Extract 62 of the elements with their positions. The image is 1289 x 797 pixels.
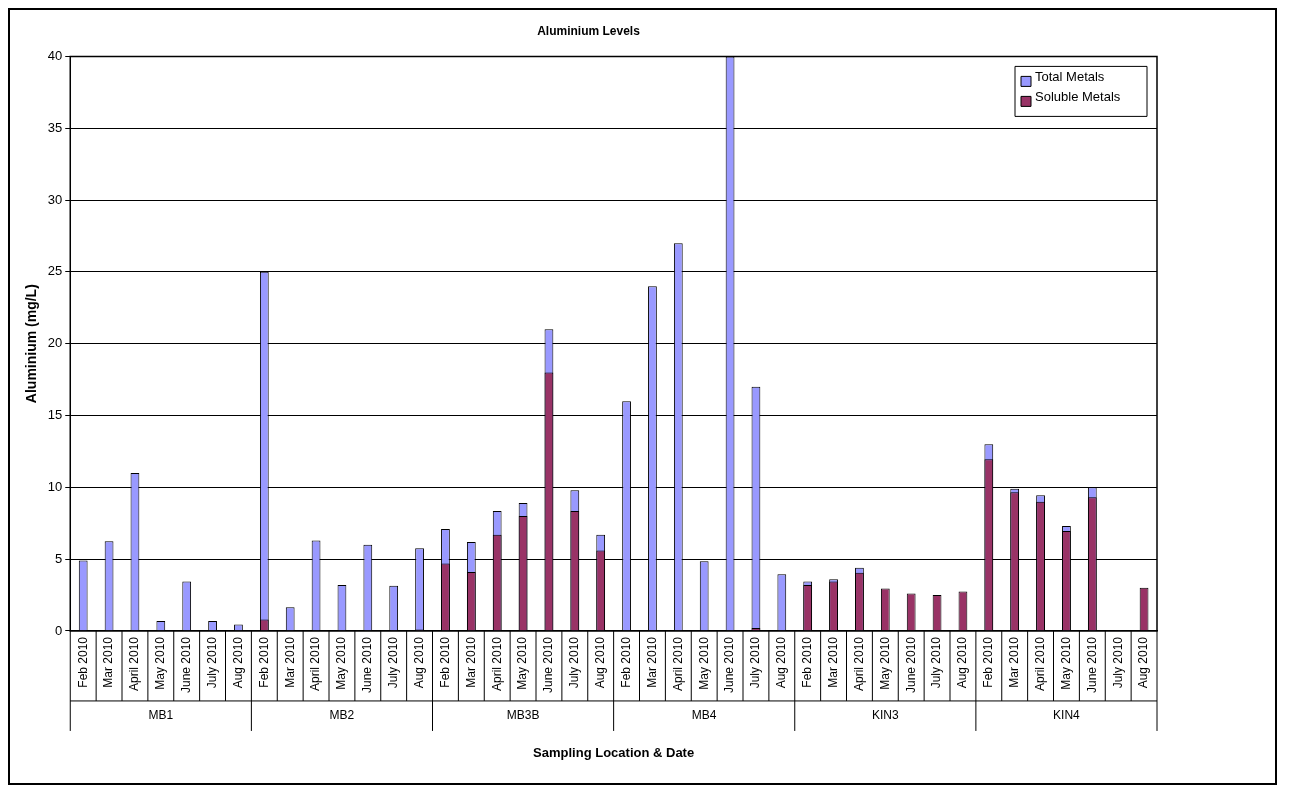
x-tick-label: Aug 2010 xyxy=(411,636,426,689)
x-tick-label: May 2010 xyxy=(334,636,349,690)
y-tick-label: 30 xyxy=(47,191,63,207)
y-tick-label: 20 xyxy=(47,335,63,351)
x-tick-label: April 2010 xyxy=(489,636,504,691)
y-axis-title: Aluminium (mg/L) xyxy=(23,284,40,404)
y-tick-label: 5 xyxy=(55,550,63,566)
text: MB1 xyxy=(148,708,174,723)
text: KIN3 xyxy=(871,708,899,723)
x-tick-label: Mar 2010 xyxy=(1007,636,1021,688)
x-tick-label: Aug 2010 xyxy=(774,636,789,689)
x-tick-label: Aug 2010 xyxy=(1136,636,1151,689)
x-tick-label: July 2010 xyxy=(1110,636,1125,689)
x-tick-label: May 2010 xyxy=(877,636,892,690)
x-tick-label: Feb 2010 xyxy=(981,636,996,688)
x-tick-label: April 2010 xyxy=(670,636,685,691)
x-tick-label: May 2010 xyxy=(515,636,530,690)
y-tick-label: 15 xyxy=(47,407,63,423)
y-tick-label: 0 xyxy=(55,622,63,638)
x-tick-label: May 2010 xyxy=(696,636,711,690)
text: KIN4 xyxy=(1053,708,1081,723)
x-tick-label: April 2010 xyxy=(851,636,866,691)
x-tick-label: July 2010 xyxy=(567,636,582,689)
x-tick-label: Feb 2010 xyxy=(256,636,271,688)
y-tick-label: 35 xyxy=(47,119,63,135)
x-tick-label: Feb 2010 xyxy=(800,636,814,688)
x-tick-label: Aug 2010 xyxy=(955,636,970,689)
y-tick-label: 10 xyxy=(47,478,63,494)
x-tick-label: Aug 2010 xyxy=(593,636,608,689)
x-tick-label: June 2010 xyxy=(903,636,918,694)
x-axis-title: Sampling Location & Date xyxy=(533,744,695,760)
x-tick-label: June 2010 xyxy=(179,636,194,694)
x-tick-label: June 2010 xyxy=(541,636,556,694)
x-tick-label: Mar 2010 xyxy=(101,636,116,688)
legend-label: Soluble Metals xyxy=(1035,89,1121,105)
x-tick-label: May 2010 xyxy=(1058,636,1073,690)
legend-label: Total Metals xyxy=(1035,69,1105,85)
text: MB4 xyxy=(691,708,717,723)
chart-title: Aluminium Levels xyxy=(537,23,641,38)
x-tick-label: July 2010 xyxy=(929,636,944,689)
x-tick-label: June 2010 xyxy=(722,636,737,694)
x-tick-label: Feb 2010 xyxy=(75,636,90,688)
x-tick-label: Aug 2010 xyxy=(230,636,245,689)
x-tick-label: July 2010 xyxy=(386,636,401,689)
x-tick-label: Mar 2010 xyxy=(282,636,297,688)
x-tick-label: June 2010 xyxy=(360,636,375,694)
x-tick-label: Mar 2010 xyxy=(644,636,659,688)
x-tick-label: April 2010 xyxy=(308,636,323,691)
x-tick-label: April 2010 xyxy=(1032,636,1047,691)
x-tick-label: June 2010 xyxy=(1084,636,1099,694)
x-tick-label: July 2010 xyxy=(204,636,219,689)
x-tick-label: Mar 2010 xyxy=(825,636,840,688)
x-tick-label: July 2010 xyxy=(748,636,763,689)
text: MB2 xyxy=(329,708,355,723)
text: MB3B xyxy=(506,708,540,723)
x-tick-label: April 2010 xyxy=(127,636,142,691)
y-tick-label: 40 xyxy=(47,47,63,63)
x-tick-label: May 2010 xyxy=(153,636,168,690)
y-tick-label: 25 xyxy=(47,263,63,279)
x-tick-label: Mar 2010 xyxy=(463,636,478,688)
x-tick-label: Feb 2010 xyxy=(437,636,452,688)
x-tick-label: Feb 2010 xyxy=(618,636,633,688)
